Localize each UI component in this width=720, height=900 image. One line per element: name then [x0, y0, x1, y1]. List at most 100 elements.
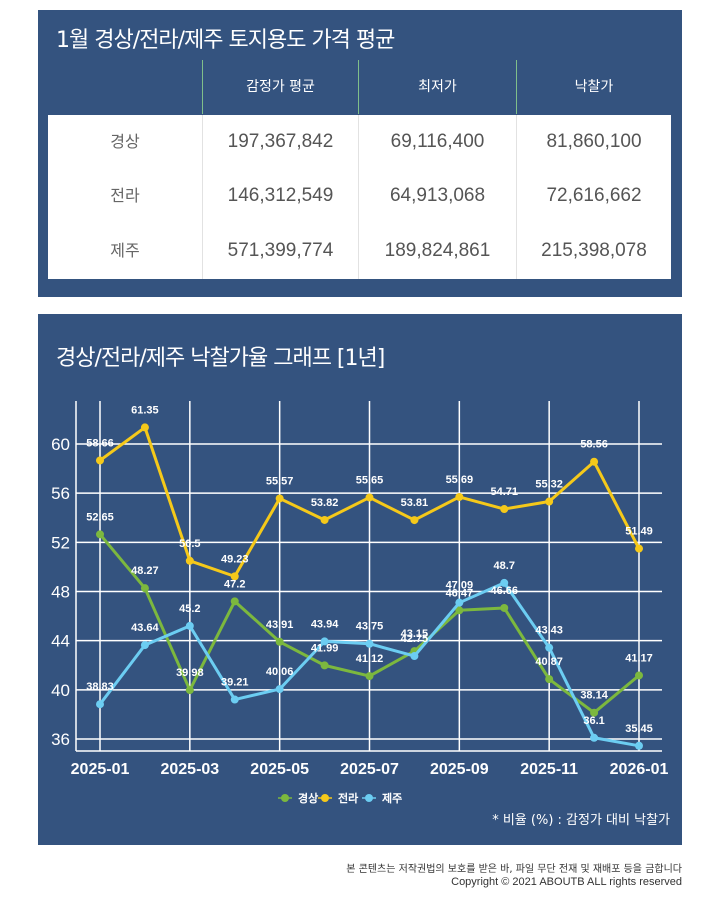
data-point: [500, 505, 509, 514]
column-divider: [516, 115, 517, 279]
data-point: [230, 695, 239, 704]
data-label: 43.94: [311, 618, 339, 630]
cell-minimum: 64,913,068: [389, 185, 486, 206]
data-label: 43.15: [401, 628, 429, 640]
data-point: [590, 733, 599, 742]
data-label: 47.09: [446, 580, 474, 592]
x-tick-label: 2025-01: [71, 761, 130, 778]
data-label: 55.69: [446, 474, 474, 486]
data-point: [185, 556, 194, 565]
data-label: 47.2: [224, 578, 245, 590]
cell-winning-bid: 72,616,662: [546, 185, 642, 206]
y-tick-label: 60: [51, 435, 70, 454]
price-table-panel: 1월 경상/전라/제주 토지용도 가격 평균 감정가 평균 최저가 낙찰가 경상…: [38, 10, 682, 297]
cell-appraisal-avg: 571,399,774: [227, 240, 334, 261]
cell-appraisal-avg: 146,312,549: [227, 185, 334, 206]
data-point: [455, 606, 464, 615]
data-label: 43.91: [266, 619, 294, 631]
data-point: [275, 494, 284, 503]
data-label: 53.81: [401, 497, 429, 509]
data-point: [500, 603, 509, 612]
data-label: 35.45: [625, 723, 653, 735]
table-header: 감정가 평균 최저가 낙찰가: [48, 60, 671, 114]
data-label: 45.2: [179, 603, 200, 615]
chart-panel: 경상/전라/제주 낙찰가율 그래프 [1년] 36 40 44 48 52 56 60 202…: [38, 314, 682, 845]
data-point: [96, 530, 104, 539]
data-point: [275, 637, 284, 646]
data-point: [320, 637, 329, 646]
y-tick-label: 52: [51, 533, 70, 552]
data-point: [320, 515, 329, 524]
data-point: [545, 643, 554, 652]
x-tick-label: 2025-03: [160, 761, 219, 778]
data-point: [500, 578, 509, 587]
data-label: 55.57: [266, 475, 294, 487]
header-divider: [516, 60, 517, 114]
data-point: [635, 671, 643, 680]
data-label: 43.75: [356, 621, 384, 633]
cell-region: 경상: [110, 132, 140, 151]
x-tick-label: 2025-05: [250, 761, 309, 778]
legend-item: 제주: [362, 791, 402, 805]
data-point: [140, 423, 149, 432]
legend-marker: [321, 794, 329, 802]
cell-region: 제주: [110, 241, 140, 260]
data-label: 61.35: [131, 404, 159, 416]
data-point: [455, 598, 464, 607]
legend-marker: [281, 794, 289, 802]
legend: 경상 전라 제주: [278, 791, 402, 805]
column-divider: [202, 115, 203, 279]
data-point: [185, 686, 194, 695]
data-label: 38.83: [86, 681, 114, 693]
data-label: 39.98: [176, 667, 204, 679]
cell-minimum: 69,116,400: [390, 131, 485, 152]
cell-winning-bid: 215,398,078: [541, 240, 647, 261]
x-tick-label: 2025-09: [430, 761, 489, 778]
cell-winning-bid: 81,860,100: [546, 131, 642, 152]
data-label: 41.99: [311, 642, 339, 654]
labels-전라: 58.66 61.35 50.5 49.23 55.57 53.82 55.65 53.81 5…: [86, 404, 653, 565]
header-region: [48, 60, 202, 114]
copyright-notice: 본 콘텐츠는 저작권법의 보호를 받은 바, 파일 무단 전재 및 재배포 등을…: [346, 864, 682, 875]
data-point: [545, 675, 554, 684]
data-label: 48.27: [131, 565, 159, 577]
x-tick-label: 2025-11: [520, 761, 578, 778]
data-label: 52.65: [86, 511, 114, 523]
data-point: [635, 544, 643, 553]
data-label: 41.12: [356, 653, 384, 665]
line-chart: 36 40 44 48 52 56 60 2025-01 2025-03 2025-05 2025-…: [51, 401, 670, 828]
header-divider: [358, 60, 359, 114]
data-point: [140, 641, 149, 650]
table-title: 1월 경상/전라/제주 토지용도 가격 평균: [56, 28, 395, 53]
copyright-text: Copyright © 2021 ABOUTB ALL rights reser…: [451, 876, 682, 888]
data-label: 43.43: [535, 625, 563, 637]
data-label: 54.71: [490, 486, 518, 498]
column-divider: [358, 115, 359, 279]
data-point: [230, 572, 239, 581]
y-tick-label: 36: [51, 730, 70, 749]
legend-item: 전라: [318, 791, 359, 805]
data-label: 58.56: [580, 439, 608, 451]
legend-label: 경상: [298, 791, 318, 805]
data-label: 36.1: [583, 715, 604, 727]
data-label: 55.65: [356, 474, 384, 486]
grid: 36 40 44 48 52 56 60 2025-01 2025-03 2025-05 2025-…: [51, 401, 668, 778]
data-label: 40.06: [266, 666, 294, 678]
data-point: [96, 700, 104, 709]
data-label: 46.66: [490, 585, 518, 597]
labels-경상: 52.65 48.27 39.98 47.2 43.91 41.99 41.12 43.15 4…: [86, 511, 653, 701]
x-tick-label: 2025-07: [340, 761, 399, 778]
cell-region: 전라: [110, 186, 140, 205]
data-label: 38.14: [580, 690, 608, 702]
ratio-note: * 비율 (%) : 감정가 대비 낙찰가: [492, 813, 670, 828]
series-제주: [96, 578, 643, 750]
data-point: [185, 621, 194, 630]
header-winning-bid: 낙찰가: [574, 79, 614, 95]
data-point: [410, 652, 419, 661]
data-label: 40.87: [535, 656, 563, 668]
data-point: [455, 492, 464, 501]
data-point: [230, 597, 239, 606]
cell-minimum: 189,824,861: [384, 240, 491, 261]
data-point: [275, 685, 284, 694]
